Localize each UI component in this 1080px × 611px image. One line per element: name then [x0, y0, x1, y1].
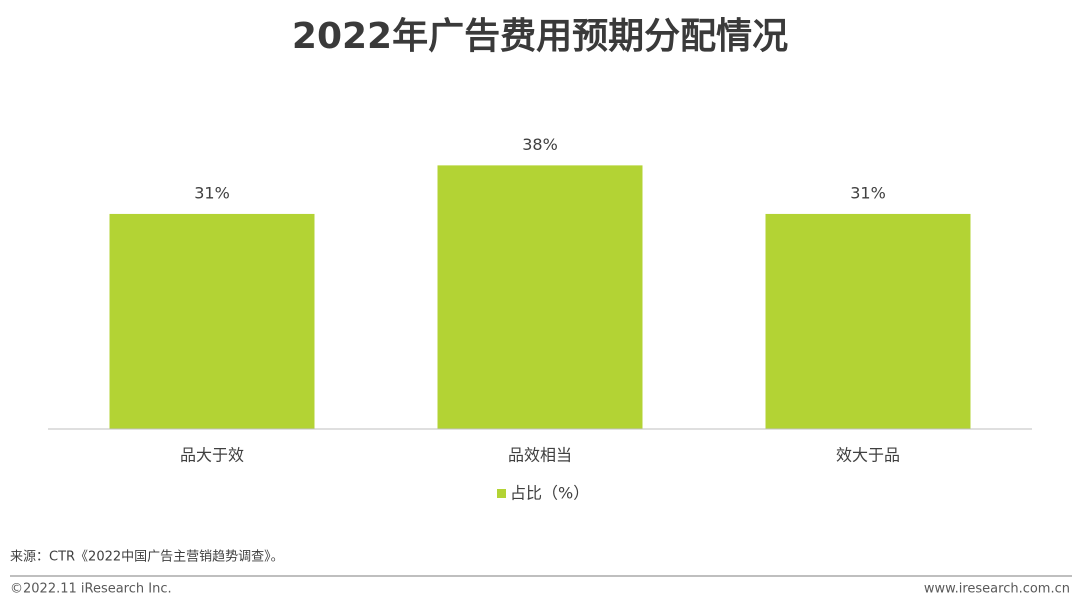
copyright: ©2022.11 iResearch Inc. [10, 582, 172, 597]
website: www.iresearch.com.cn [924, 582, 1070, 597]
x-tick-label: 品大于效 [180, 446, 244, 465]
chart-title: 2022年广告费用预期分配情况 [292, 16, 788, 57]
legend-label: 占比（%） [510, 484, 589, 503]
data-label: 31% [850, 183, 886, 202]
bar [765, 213, 971, 429]
bar [109, 213, 315, 429]
legend-swatch [497, 489, 506, 498]
data-label: 31% [194, 183, 230, 202]
source-note: 来源：CTR《2022中国广告主营销趋势调查》。 [10, 549, 284, 565]
x-tick-label: 效大于品 [836, 446, 900, 465]
x-tick-label: 品效相当 [508, 446, 572, 465]
data-label: 38% [522, 135, 558, 154]
bar [437, 165, 643, 429]
